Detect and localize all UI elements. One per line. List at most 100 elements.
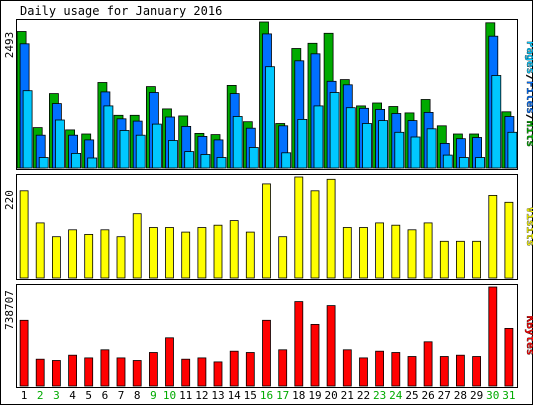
bar-visits-day-30 <box>488 194 498 279</box>
bar-visits-day-11 <box>181 231 191 279</box>
series-label-part: Pages <box>524 41 533 74</box>
chart-panels: 2493Pages/Files/Hits220Visits738707KByte… <box>3 19 533 388</box>
bar-visits-day-6 <box>100 229 110 279</box>
bar-visits-day-19 <box>310 190 320 279</box>
bar-kbytes-day-29 <box>472 356 482 387</box>
bar-kbytes-day-25 <box>407 356 417 387</box>
x-tick-label: 27 <box>438 389 451 402</box>
bar-kbytes-day-12 <box>197 357 207 387</box>
bar-visits-day-28 <box>455 240 465 279</box>
bar-kbytes-day-27 <box>439 356 449 387</box>
bar-visits-day-22 <box>359 227 368 279</box>
bar-pages-day-18 <box>297 119 308 169</box>
x-tick-label: 16 <box>260 389 273 402</box>
bar-visits-day-14 <box>229 220 239 279</box>
x-tick-label: 3 <box>53 389 60 402</box>
bar-kbytes-day-9 <box>148 352 158 387</box>
bar-kbytes-day-23 <box>375 350 385 387</box>
bar-visits-day-25 <box>407 229 417 279</box>
bar-visits-day-18 <box>294 176 304 279</box>
bar-pages-day-29 <box>475 157 486 169</box>
x-tick-label: 24 <box>389 389 403 402</box>
ymax-label-visits: 220 <box>3 190 16 210</box>
series-kbytes <box>19 286 514 387</box>
x-tick-label: 25 <box>405 389 418 402</box>
x-tick-label: 23 <box>373 389 386 402</box>
x-tick-label: 13 <box>211 389 224 402</box>
bar-pages-day-11 <box>184 151 195 169</box>
bar-pages-day-8 <box>135 134 146 169</box>
x-tick-label: 14 <box>228 389 242 402</box>
bar-pages-day-14 <box>232 116 243 169</box>
bar-pages-day-19 <box>313 105 324 169</box>
bar-pages-day-30 <box>491 75 502 169</box>
bar-pages-day-10 <box>168 140 178 169</box>
bar-pages-day-1 <box>22 90 33 169</box>
bar-visits-day-24 <box>391 224 401 279</box>
x-tick-label: 17 <box>276 389 289 402</box>
bar-visits-day-16 <box>262 183 271 279</box>
x-tick-label: 8 <box>134 389 141 402</box>
bar-kbytes-day-7 <box>116 357 126 387</box>
bar-kbytes-day-16 <box>262 319 271 387</box>
bar-kbytes-day-21 <box>342 349 352 387</box>
x-tick-label: 31 <box>502 389 515 402</box>
series-label-part: / <box>524 114 533 121</box>
bar-visits-day-4 <box>68 229 77 279</box>
bar-visits-day-21 <box>342 227 352 279</box>
bar-kbytes-day-15 <box>245 352 255 387</box>
bar-kbytes-day-17 <box>278 349 288 387</box>
series-label-part: Files <box>524 81 533 114</box>
bar-visits-day-3 <box>52 236 61 279</box>
bar-kbytes-day-5 <box>84 357 94 387</box>
panel-kbytes: 738707 KBytes <box>3 284 533 388</box>
bar-visits-day-29 <box>472 240 482 279</box>
x-tick-label: 22 <box>357 389 370 402</box>
bar-kbytes-day-1 <box>19 319 29 387</box>
bar-kbytes-day-26 <box>423 341 433 387</box>
bar-pages-day-26 <box>426 128 437 169</box>
x-tick-label: 18 <box>292 389 305 402</box>
bar-kbytes-day-8 <box>132 360 142 387</box>
bar-pages-day-12 <box>200 154 211 169</box>
bar-pages-day-2 <box>38 157 49 169</box>
chart-title: Daily usage for January 2016 <box>20 4 222 18</box>
bar-pages-day-22 <box>362 123 372 169</box>
bar-visits-day-10 <box>165 227 174 279</box>
x-tick-label: 7 <box>118 389 125 402</box>
bar-kbytes-day-4 <box>68 354 77 387</box>
x-tick-label: 30 <box>486 389 499 402</box>
bar-kbytes-day-6 <box>100 349 110 387</box>
ymax-label-kbytes: 738707 <box>3 290 16 330</box>
bar-pages-day-27 <box>442 154 453 169</box>
panel-frame <box>16 284 518 388</box>
bar-kbytes-day-2 <box>35 358 45 387</box>
bar-pages-day-15 <box>248 147 259 169</box>
x-tick-label: 5 <box>85 389 92 402</box>
bar-visits-day-9 <box>148 227 158 279</box>
bar-visits-day-8 <box>132 213 142 279</box>
series-label-visits: Visits <box>524 207 533 247</box>
x-tick-label: 4 <box>69 389 76 402</box>
series-label-part: Hits <box>524 121 533 148</box>
bar-kbytes-day-10 <box>165 337 174 387</box>
bar-visits-day-5 <box>84 233 94 279</box>
bar-pages-day-23 <box>378 120 389 169</box>
bar-kbytes-day-18 <box>294 301 304 387</box>
bar-visits-day-15 <box>245 231 255 279</box>
series-label-part: KBytes <box>524 316 533 356</box>
series-label-usage: Pages/Files/Hits <box>524 41 533 147</box>
bar-pages-day-21 <box>345 107 356 169</box>
bar-pages-day-6 <box>103 105 114 169</box>
bar-pages-day-4 <box>71 152 81 169</box>
bar-visits-day-31 <box>504 201 514 279</box>
x-tick-label: 28 <box>454 389 467 402</box>
x-tick-label: 29 <box>470 389 483 402</box>
panel-frame <box>16 19 518 170</box>
bar-pages-day-5 <box>87 157 98 169</box>
bar-pages-day-20 <box>329 92 340 169</box>
bar-kbytes-day-20 <box>326 305 336 387</box>
bar-pages-day-7 <box>119 130 130 169</box>
bar-visits-day-1 <box>19 190 29 279</box>
bar-kbytes-day-24 <box>391 352 401 387</box>
